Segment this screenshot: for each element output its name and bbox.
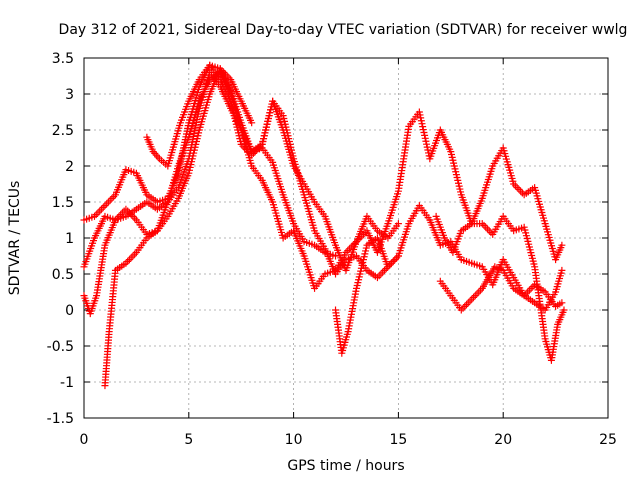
data-point-marker: [391, 256, 399, 264]
y-tick-label: 0.5: [52, 267, 74, 283]
data-point-marker: [344, 247, 352, 255]
y-tick-label: 0: [65, 303, 74, 319]
data-point-marker: [483, 225, 491, 233]
y-tick-label: 3: [65, 87, 74, 103]
data-point-marker: [468, 295, 476, 303]
data-point-marker: [131, 214, 139, 222]
y-tick-label: 2.5: [52, 123, 74, 139]
x-tick-label: 15: [389, 432, 407, 448]
x-tick-label: 10: [285, 432, 303, 448]
data-point-marker: [485, 227, 493, 235]
data-point-marker: [103, 200, 111, 208]
y-tick-label: 1.5: [52, 195, 74, 211]
y-tick-label: 1: [65, 231, 74, 247]
data-point-marker: [125, 256, 133, 264]
data-point-marker: [471, 292, 479, 300]
data-point-marker: [466, 297, 474, 305]
axis-ticks: -1.5 -1 -0.5 0 0.5 1 1.5 2 2.5 3 3.5 0 5 10 15 20 25: [47, 51, 617, 448]
data-point-marker: [124, 257, 132, 265]
series-track-6: [332, 202, 566, 357]
y-axis-label: SDTVAR / TECUs: [7, 181, 23, 296]
data-point-marker: [99, 203, 107, 211]
data-point-marker: [96, 207, 104, 215]
series-track-1: [80, 61, 566, 274]
data-point-marker: [382, 265, 390, 273]
data-point-marker: [101, 202, 109, 210]
x-axis-label: GPS time / hours: [287, 458, 404, 474]
data-point-marker: [332, 252, 340, 260]
data-point-marker: [387, 259, 395, 267]
data-point-marker: [394, 220, 402, 228]
data-point-marker: [560, 306, 568, 314]
data-point-marker: [248, 119, 256, 127]
data-point-marker: [558, 241, 566, 249]
data-point-marker: [94, 209, 102, 217]
data-point-marker: [379, 268, 387, 276]
data-point-marker: [464, 299, 472, 307]
series-track-8: [436, 263, 566, 314]
y-tick-label: -1: [60, 375, 74, 391]
x-tick-label: 20: [494, 432, 512, 448]
data-point-marker: [463, 301, 471, 309]
data-point-marker: [106, 196, 114, 204]
y-tick-label: 3.5: [52, 51, 74, 67]
data-point-marker: [129, 252, 137, 260]
x-tick-label: 0: [80, 432, 89, 448]
series-track-7: [432, 212, 568, 364]
data-point-marker: [473, 290, 481, 298]
data-point-marker: [515, 185, 523, 193]
x-tick-label: 25: [599, 432, 617, 448]
data-point-marker: [480, 221, 488, 229]
data-point-marker: [475, 288, 483, 296]
data-point-marker: [108, 194, 116, 202]
data-point-marker: [558, 266, 566, 274]
data-point-marker: [154, 153, 162, 161]
data-point-marker: [482, 223, 490, 231]
y-tick-label: -1.5: [47, 411, 74, 427]
data-point-marker: [558, 299, 566, 307]
grid: [84, 58, 608, 418]
data-point-marker: [127, 254, 135, 262]
data-point-marker: [389, 257, 397, 265]
data-point-marker: [104, 198, 112, 206]
data-point-marker: [513, 184, 521, 192]
data-marks: [80, 61, 568, 390]
chart-title: Day 312 of 2021, Sidereal Day-to-day VTE…: [59, 22, 628, 38]
data-point-marker: [470, 293, 478, 301]
data-point-marker: [380, 266, 388, 274]
data-point-marker: [131, 250, 139, 258]
data-point-marker: [375, 272, 383, 280]
data-point-marker: [487, 229, 495, 237]
y-tick-label: -0.5: [47, 339, 74, 355]
y-tick-label: 2: [65, 159, 74, 175]
data-point-marker: [97, 205, 105, 213]
series-track-5: [143, 61, 340, 260]
data-point-marker: [152, 151, 160, 159]
series-track-4: [101, 65, 256, 390]
data-point-marker: [525, 286, 533, 294]
data-point-marker: [461, 302, 469, 310]
x-tick-label: 5: [184, 432, 193, 448]
